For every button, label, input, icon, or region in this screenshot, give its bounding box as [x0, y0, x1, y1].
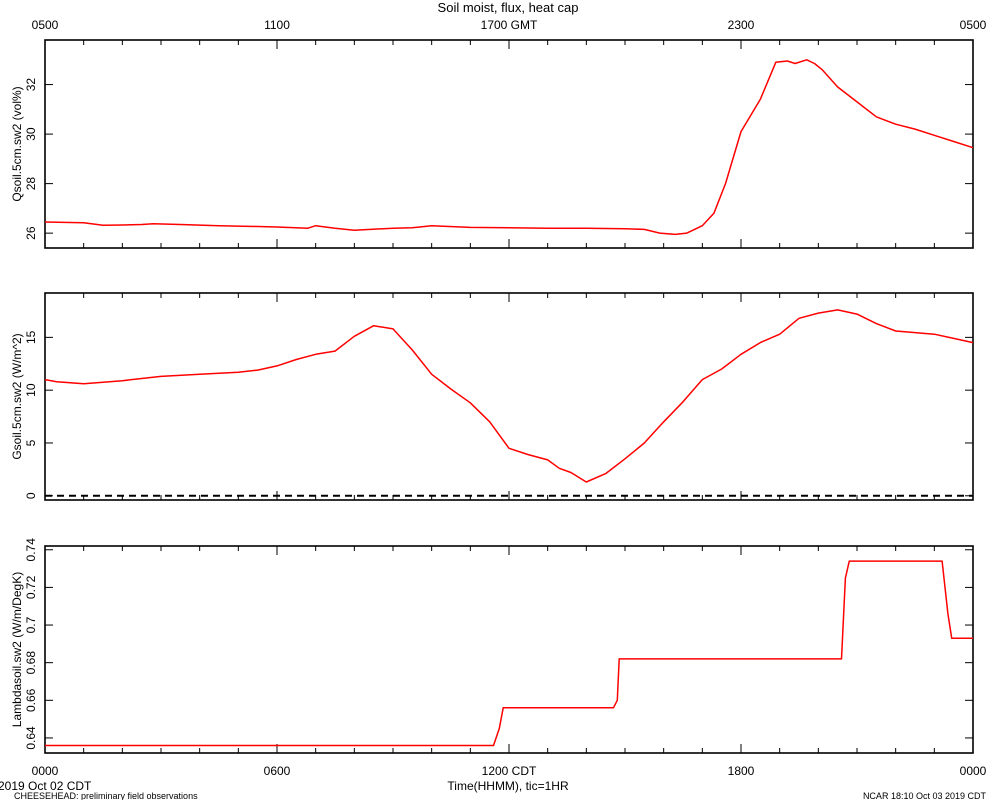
- x-axis-label: Time(HHMM), tic=1HR: [447, 779, 569, 793]
- bottom-tick-label: 1200 CDT: [482, 764, 537, 778]
- top-tick-label: 1700 GMT: [481, 18, 538, 32]
- y-tick-label: 0.64: [24, 726, 38, 750]
- bottom-tick-label: 0000: [32, 764, 59, 778]
- y-axis-label: Qsoil.5cm.sw2 (vol%): [10, 86, 24, 201]
- y-tick-label: 15: [24, 330, 38, 344]
- series-line: [45, 560, 973, 747]
- y-tick-label: 0: [24, 492, 38, 499]
- y-tick-label: 0.68: [24, 651, 38, 675]
- chart-title: Soil moist, flux, heat cap: [438, 0, 579, 15]
- y-tick-label: 5: [24, 439, 38, 446]
- panel-frame: [44, 39, 974, 249]
- top-axis: 0500 1100 1700 GMT 2300 0500: [32, 18, 987, 32]
- y-tick-label: 0.74: [24, 538, 38, 562]
- y-tick-label: 0.72: [24, 575, 38, 599]
- top-tick-label: 1100: [264, 18, 290, 32]
- top-tick-label: 0500: [32, 18, 59, 32]
- y-axis-label: Gsoil.5cm.sw2 (W/m^2): [10, 333, 24, 459]
- series-line: [44, 309, 974, 483]
- footer-right: NCAR 18:10 Oct 03 2019 CDT: [863, 791, 987, 800]
- date-label: 2019 Oct 02 CDT: [0, 779, 92, 793]
- y-tick-label: 0.66: [24, 688, 38, 712]
- panel-frame: [44, 292, 974, 501]
- y-tick-label: 26: [24, 226, 38, 240]
- series-line: [44, 59, 974, 236]
- y-tick-label: 28: [24, 177, 38, 191]
- y-axis-label: Lambdasoil.sw2 (W/m/DegK): [10, 572, 24, 727]
- bottom-tick-label: 1800: [728, 764, 755, 778]
- top-tick-label: 2300: [728, 18, 755, 32]
- y-tick-label: 32: [24, 78, 38, 92]
- bottom-axis: 0000 0600 1200 CDT 1800 0000: [32, 764, 987, 778]
- bottom-tick-label: 0000: [960, 764, 987, 778]
- bottom-tick-label: 0600: [264, 764, 291, 778]
- footer-left: CHEESEHEAD: preliminary field observatio…: [14, 791, 198, 800]
- panel-frame: [44, 545, 974, 754]
- y-tick-label: 10: [24, 383, 38, 397]
- top-tick-label: 0500: [960, 18, 987, 32]
- y-tick-label: 0.7: [24, 616, 38, 633]
- y-tick-label: 30: [24, 127, 38, 141]
